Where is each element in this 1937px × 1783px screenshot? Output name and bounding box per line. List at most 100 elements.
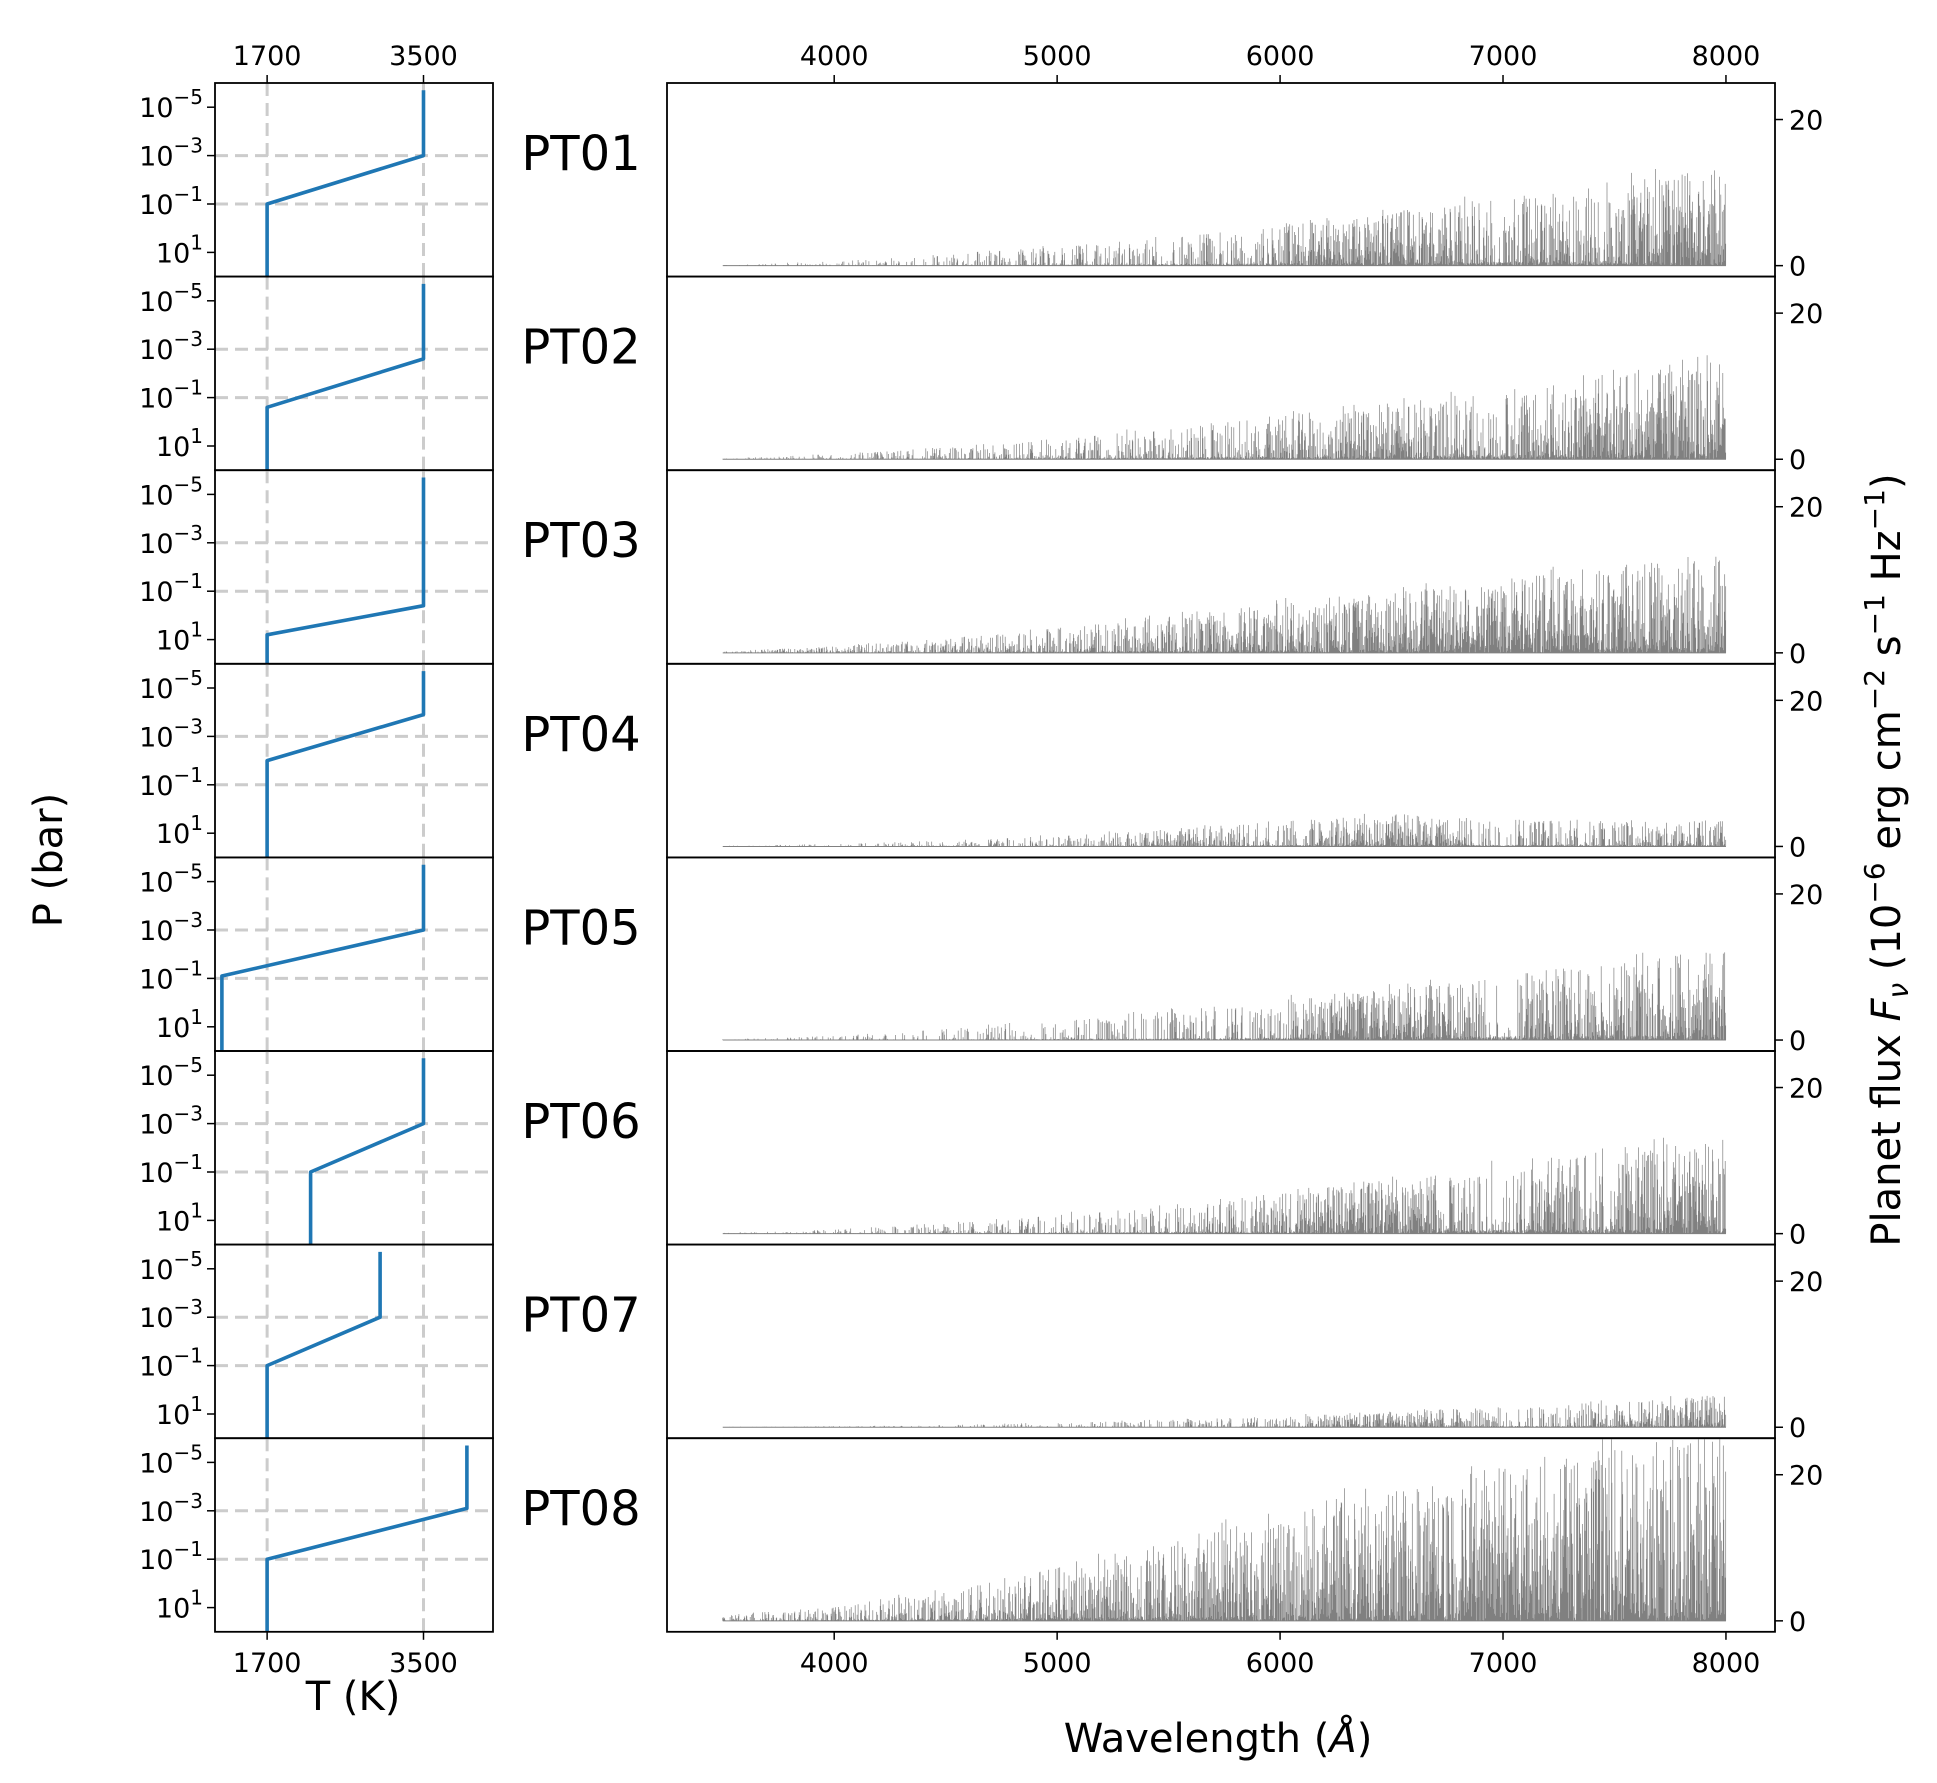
pt-y-tick-base: 10 bbox=[156, 1400, 190, 1431]
spectrum-bottom-tick-label: 5000 bbox=[1023, 1648, 1092, 1679]
pt-y-tick-exponent: −1 bbox=[174, 569, 203, 593]
pt-y-tick-label: 101 bbox=[156, 1005, 203, 1044]
spectrum-top-tick-labels: 4000 5000 6000 7000 8000 bbox=[800, 41, 1760, 83]
pt-y-tick-exponent: 1 bbox=[190, 811, 203, 835]
spectrum-x-axis-title: Wavelength (Å) bbox=[1064, 1714, 1373, 1762]
pt-y-tick-exponent: −5 bbox=[174, 1053, 203, 1077]
spectrum-axes-frame bbox=[666, 1050, 1776, 1246]
pt-y-tick-label: 10−5 bbox=[139, 860, 203, 899]
y-title-units-mid-3: Hz bbox=[1864, 530, 1910, 594]
pt-y-tick-base: 10 bbox=[156, 1206, 190, 1237]
panel-label: PT02 bbox=[521, 320, 640, 376]
spectrum-axes: 0 20 bbox=[666, 275, 1823, 476]
pt-y-tick-label: 10−1 bbox=[139, 956, 203, 995]
y-title-exp-1: −6 bbox=[1858, 862, 1891, 903]
pt-top-tick-labels: 1700 3500 bbox=[233, 41, 458, 83]
spectrum-y-tick-label: 0 bbox=[1789, 1607, 1806, 1638]
pt-y-tick-base: 10 bbox=[139, 1110, 173, 1141]
pt-y-tick-base: 10 bbox=[139, 1303, 173, 1334]
spectrum-y-tick-label: 20 bbox=[1789, 106, 1823, 137]
spectrum-y-tick-label: 20 bbox=[1789, 493, 1823, 524]
spectrum-flux-lines bbox=[723, 556, 1727, 653]
pt-profile-line bbox=[265, 671, 426, 858]
pt-y-tick-label: 10−5 bbox=[139, 1247, 203, 1286]
spectrum-y-tick-label: 0 bbox=[1789, 1026, 1806, 1057]
pt-y-tick-label: 10−5 bbox=[139, 279, 203, 318]
pt-y-tick-base: 10 bbox=[139, 674, 173, 705]
pt-top-tick-label: 1700 bbox=[233, 41, 302, 72]
pt-y-tick-base: 10 bbox=[139, 577, 173, 608]
pt-profile-line bbox=[220, 864, 426, 1051]
spectrum-axes: 0 20 bbox=[666, 469, 1823, 670]
spectrum-flux-lines bbox=[726, 813, 1727, 847]
pt-y-tick-base: 10 bbox=[139, 1497, 173, 1528]
pt-y-tick-exponent: −3 bbox=[174, 521, 203, 545]
spectrum-top-tick-label: 5000 bbox=[1023, 41, 1092, 72]
pt-y-tick-base: 10 bbox=[156, 1594, 190, 1625]
pt-y-tick-exponent: 1 bbox=[190, 1005, 203, 1029]
pt-y-tick-label: 10−3 bbox=[139, 327, 203, 366]
pt-y-tick-base: 10 bbox=[156, 238, 190, 269]
pt-y-tick-base: 10 bbox=[156, 819, 190, 850]
pt-y-tick-base: 10 bbox=[139, 1545, 173, 1576]
pt-y-tick-label: 10−3 bbox=[139, 714, 203, 753]
pt-y-tick-exponent: −1 bbox=[174, 182, 203, 206]
spectrum-top-tick-label: 4000 bbox=[800, 41, 869, 72]
pt-y-tick-exponent: −1 bbox=[174, 763, 203, 787]
y-title-exp-3: −1 bbox=[1858, 594, 1891, 635]
pt-y-axis-title: P (bar) bbox=[26, 793, 72, 927]
pt-y-tick-label: 101 bbox=[156, 1586, 203, 1625]
pt-y-tick-base: 10 bbox=[139, 287, 173, 318]
pt-y-tick-label: 101 bbox=[156, 618, 203, 657]
pt-y-tick-label: 101 bbox=[156, 1392, 203, 1431]
y-title-units-prefix: (10 bbox=[1864, 904, 1910, 983]
spectrum-flux-lines bbox=[722, 952, 1727, 1040]
spectrum-bottom-tick-label: 8000 bbox=[1692, 1648, 1761, 1679]
panel-label: PT04 bbox=[521, 707, 640, 763]
pt-y-tick-exponent: 1 bbox=[190, 618, 203, 642]
spectrum-y-tick-label: 20 bbox=[1789, 1461, 1823, 1492]
spectrum-x-axis-title-close: ) bbox=[1357, 1716, 1373, 1762]
pt-y-tick-exponent: −3 bbox=[174, 1102, 203, 1126]
spectrum-y-tick-label: 20 bbox=[1789, 1267, 1823, 1298]
pt-y-tick-exponent: −3 bbox=[174, 1489, 203, 1513]
pt-y-tick-exponent: −5 bbox=[174, 1247, 203, 1271]
pt-axes-frame bbox=[214, 275, 494, 472]
spectrum-top-tick-label: 6000 bbox=[1246, 41, 1315, 72]
y-title-units-mid-2: s bbox=[1864, 635, 1910, 669]
spectrum-y-tick-label: 0 bbox=[1789, 1220, 1806, 1251]
spectrum-axes: 0 20 bbox=[666, 1050, 1823, 1251]
pt-profile-line bbox=[265, 90, 426, 277]
panel-label: PT07 bbox=[521, 1288, 640, 1344]
pt-y-tick-exponent: 1 bbox=[190, 424, 203, 448]
spectrum-y-tick-label: 0 bbox=[1789, 445, 1806, 476]
pt-y-tick-exponent: −3 bbox=[174, 714, 203, 738]
spectrum-axes-frame bbox=[666, 1437, 1776, 1633]
pt-axes-frame bbox=[214, 662, 494, 859]
pt-y-tick-exponent: −3 bbox=[174, 1295, 203, 1319]
pt-y-tick-label: 10−5 bbox=[139, 472, 203, 511]
pt-y-tick-base: 10 bbox=[139, 1158, 173, 1189]
pt-axes-frame bbox=[214, 1243, 494, 1440]
spectrum-y-tick-label: 20 bbox=[1789, 1074, 1823, 1105]
pt-y-tick-base: 10 bbox=[139, 868, 173, 899]
pt-profile-line bbox=[265, 477, 426, 664]
pt-y-tick-base: 10 bbox=[139, 722, 173, 753]
spectrum-axes: 0 20 bbox=[666, 1243, 1823, 1444]
spectrum-top-tick-label: 7000 bbox=[1469, 41, 1538, 72]
panel-label: PT01 bbox=[521, 126, 640, 182]
pt-axes-frame bbox=[214, 856, 494, 1052]
pt-y-tick-base: 10 bbox=[156, 626, 190, 657]
pt-y-tick-base: 10 bbox=[139, 384, 173, 415]
pt-y-tick-base: 10 bbox=[139, 142, 173, 173]
pt-y-tick-exponent: −1 bbox=[174, 1344, 203, 1368]
